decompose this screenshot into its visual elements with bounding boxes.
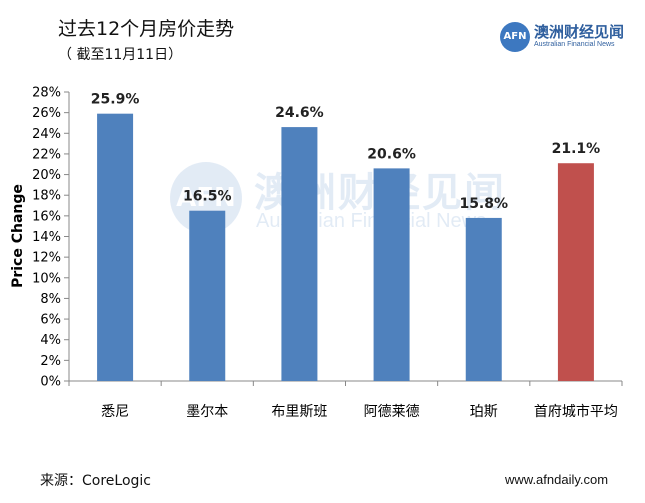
y-tick-label: 22% [32,147,61,162]
bar [189,210,226,381]
data-label: 15.8% [459,196,508,212]
afn-logo-name-cn: 澳洲财经见闻 [534,23,625,41]
bar [97,113,134,382]
chart-title: 过去12个月房价走势 [58,18,235,40]
category-labels: 悉尼 墨尔本 布里斯班 阿德莱德 珀斯 首府城市平均 [101,403,618,420]
x-axis [68,380,623,386]
website-url: www.afndaily.com [505,472,609,487]
afn-logo-mark: AFN [500,22,530,52]
y-tick-label: 20% [32,168,61,183]
bars [97,113,594,382]
data-label: 16.5% [183,189,232,205]
y-tick-label: 0% [40,375,61,390]
data-label: 24.6% [275,105,324,121]
bar [465,217,502,381]
y-tick-label: 16% [32,209,61,224]
afn-logo: AFN 澳洲财经见闻 Australian Financial News [500,20,630,54]
y-tick-label: 26% [32,106,61,121]
data-label: 21.1% [552,141,601,157]
data-labels: 25.9% 16.5% 24.6% 20.6% 15.8% 21.1% [91,92,600,212]
y-tick-label: 6% [40,313,61,328]
afn-logo-name-en: Australian Financial News [534,41,615,48]
y-tick-label: 12% [32,251,61,266]
y-tick-label: 4% [40,333,61,348]
y-tick-label: 18% [32,189,61,204]
category-label: 首府城市平均 [534,403,618,420]
chart-subtitle: （ 截至11月11日） [58,47,183,63]
bar [281,127,318,381]
category-label: 阿德莱德 [364,404,420,420]
category-label: 悉尼 [101,404,129,420]
bar [557,163,594,381]
y-tick-label: 2% [40,354,61,369]
y-axis-label: Price Change [10,184,26,288]
data-label: 25.9% [91,92,140,108]
y-tick-label: 24% [32,127,61,142]
y-axis: 0% 2% 4% 6% 8% 10% 12% 14% 16% 18% 20% 22% 24% 26% 28% [32,86,70,390]
y-tick-label: 28% [32,86,61,101]
bar [373,168,410,381]
source-note: 来源：CoreLogic [40,473,151,489]
y-tick-label: 8% [40,292,61,307]
data-label: 20.6% [367,146,416,162]
category-label: 墨尔本 [186,404,228,420]
category-label: 珀斯 [470,404,498,420]
category-label: 布里斯班 [271,404,327,420]
y-tick-label: 10% [32,271,61,286]
y-tick-label: 14% [32,230,61,245]
